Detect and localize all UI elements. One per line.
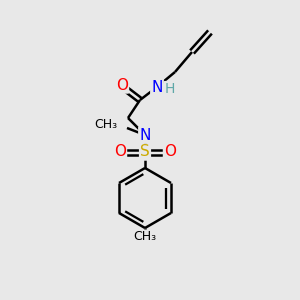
Text: H: H: [165, 82, 175, 96]
Text: CH₃: CH₃: [94, 118, 117, 131]
Text: O: O: [116, 77, 128, 92]
Text: N: N: [151, 80, 163, 94]
Text: CH₃: CH₃: [134, 230, 157, 244]
Text: S: S: [140, 145, 150, 160]
Text: O: O: [114, 145, 126, 160]
Text: N: N: [139, 128, 151, 142]
Text: O: O: [164, 145, 176, 160]
